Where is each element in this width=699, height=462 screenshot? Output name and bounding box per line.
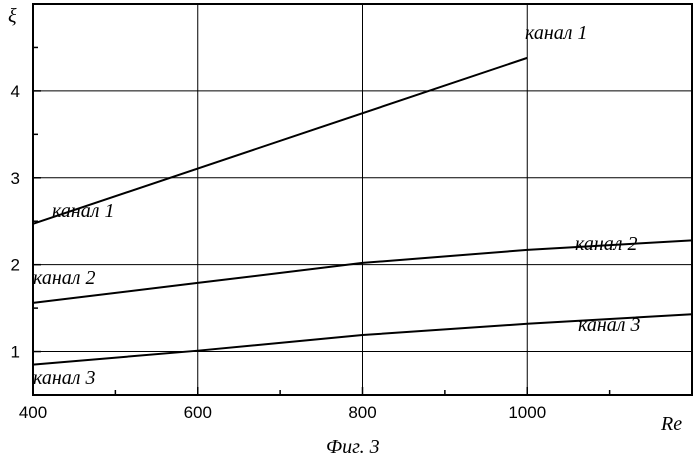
series-label-kanal-2-start: канал 2: [33, 267, 96, 289]
y-tick-label: 1: [11, 343, 20, 362]
y-tick-label: 2: [11, 256, 20, 275]
x-tick-label: 400: [19, 403, 47, 422]
y-axis-label: ξ: [8, 5, 17, 27]
x-tick-label: 800: [348, 403, 376, 422]
x-axis-label: Re: [660, 413, 682, 435]
series-label-kanal-3-start: канал 3: [33, 367, 96, 389]
x-tick-labels: 400 600 800 1000: [19, 403, 546, 422]
series-label-kanal-1-start: канал 1: [52, 200, 115, 222]
grid-lines: [33, 4, 692, 395]
series-label-kanal-2-end: канал 2: [575, 233, 638, 255]
x-tick-label: 1000: [508, 403, 546, 422]
figure-caption: Фиг. 3: [326, 436, 380, 458]
x-tick-label: 600: [184, 403, 212, 422]
series-label-kanal-3-end: канал 3: [578, 314, 641, 336]
series-line-1: [33, 58, 527, 224]
y-tick-labels: 1 2 3 4: [11, 82, 20, 362]
series-label-kanal-1-end: канал 1: [525, 22, 588, 44]
y-tick-label: 4: [11, 82, 20, 101]
y-tick-label: 3: [11, 169, 20, 188]
